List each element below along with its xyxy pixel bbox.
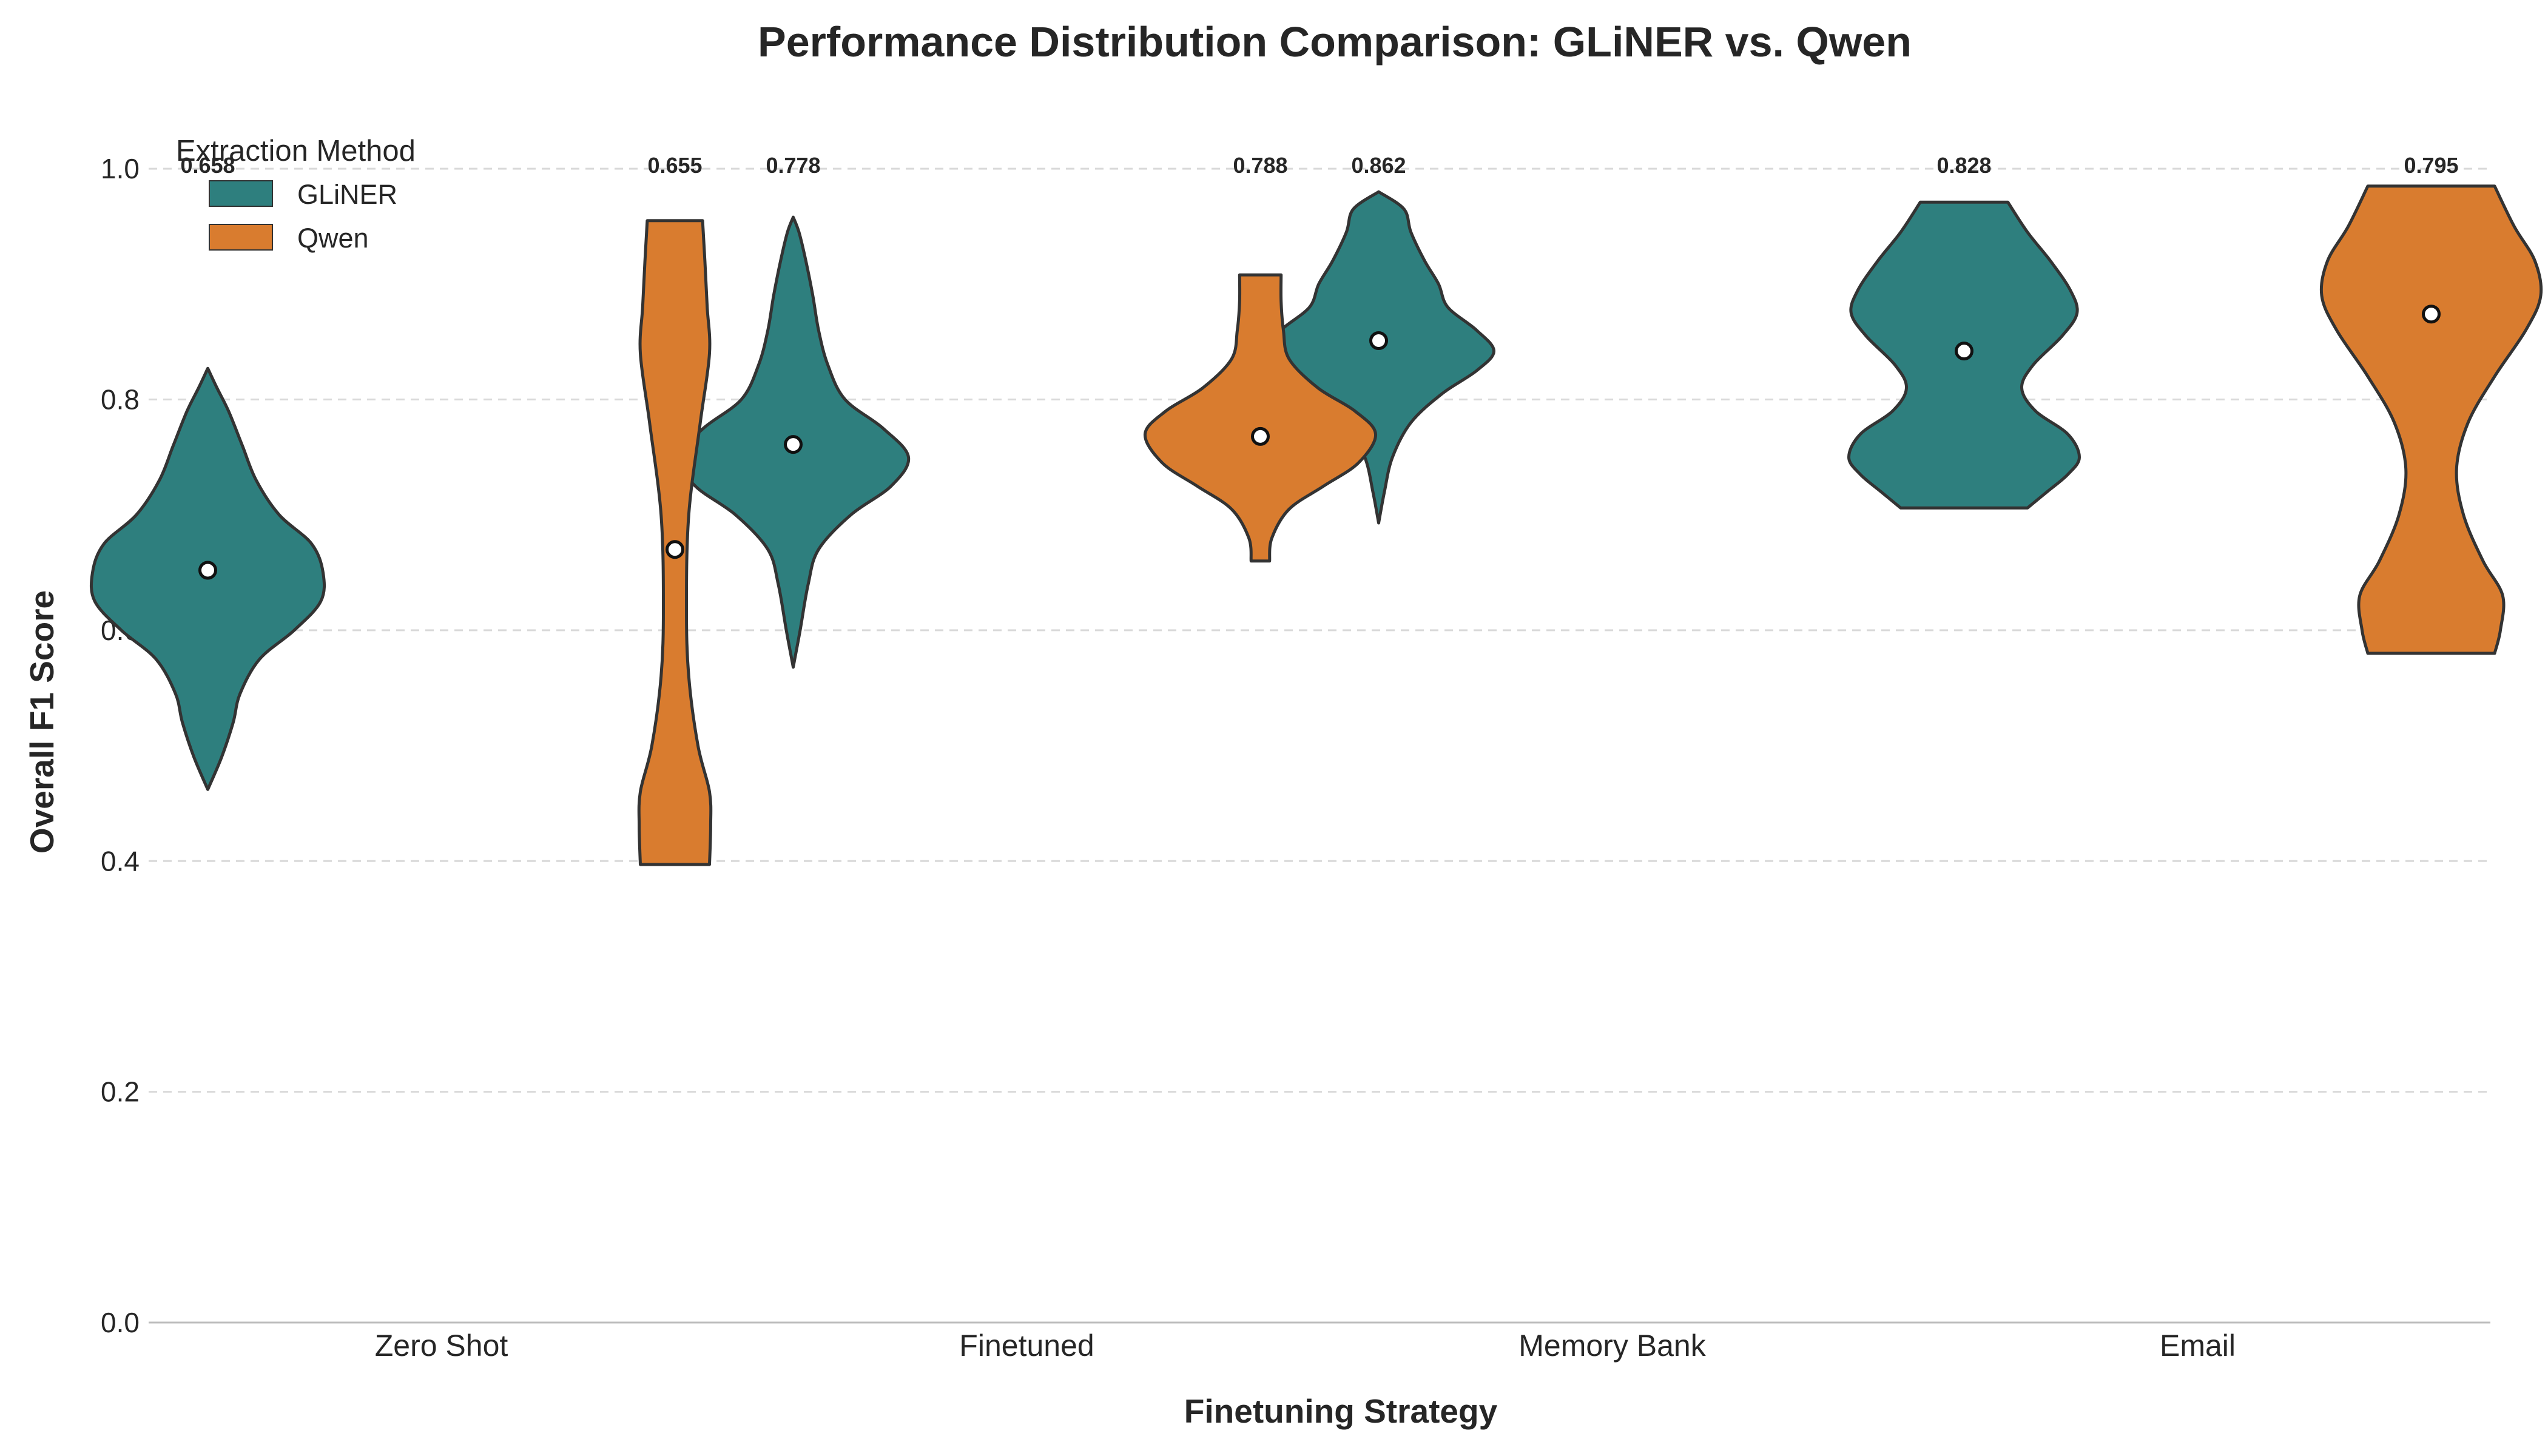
mean-value-label: 0.655 <box>647 153 702 178</box>
median-marker <box>784 435 803 454</box>
violin-qwen-finetuned <box>1144 273 1377 563</box>
violin-qwen-email <box>2319 184 2543 655</box>
legend-swatch-qwen <box>209 224 273 251</box>
x-tick-label: Finetuned <box>959 1329 1094 1363</box>
mean-value-label: 0.658 <box>180 153 235 178</box>
median-marker <box>2422 305 2441 324</box>
x-tick-label: Memory Bank <box>1518 1329 1706 1363</box>
x-tick-label: Email <box>2160 1329 2236 1363</box>
legend: Extraction Method GLiNER Qwen <box>176 135 416 254</box>
median-marker <box>198 561 217 580</box>
mean-value-label: 0.862 <box>1351 153 1406 178</box>
legend-label-qwen: Qwen <box>297 223 369 254</box>
mean-value-label: 0.788 <box>1233 153 1287 178</box>
median-marker <box>1369 331 1388 351</box>
value-labels: 0.658 0.778 0.862 0.828 0.655 0.788 0.795 <box>180 153 2458 178</box>
median-marker <box>666 540 684 559</box>
mean-value-label: 0.795 <box>2404 153 2458 178</box>
y-tick-label: 0.8 <box>101 384 140 416</box>
median-marker <box>1955 342 1973 361</box>
x-tick-label: Zero Shot <box>375 1329 508 1363</box>
violins <box>90 184 2543 866</box>
x-axis-label: Finetuning Strategy <box>1184 1392 1498 1430</box>
legend-label-gliner: GLiNER <box>297 179 397 210</box>
y-tick-label: 0.0 <box>101 1307 140 1338</box>
chart-title: Performance Distribution Comparison: GLi… <box>758 18 1912 66</box>
legend-swatch-gliner <box>209 180 273 207</box>
mean-value-label: 0.778 <box>766 153 820 178</box>
y-tick-label: 0.4 <box>101 845 140 877</box>
y-tick-label: 0.2 <box>101 1076 140 1108</box>
legend-title: Extraction Method <box>176 135 416 167</box>
median-marker <box>1251 426 1270 446</box>
y-tick-label: 1.0 <box>101 153 140 184</box>
y-axis-label: Overall F1 Score <box>23 590 61 854</box>
mean-value-label: 0.828 <box>1936 153 1991 178</box>
